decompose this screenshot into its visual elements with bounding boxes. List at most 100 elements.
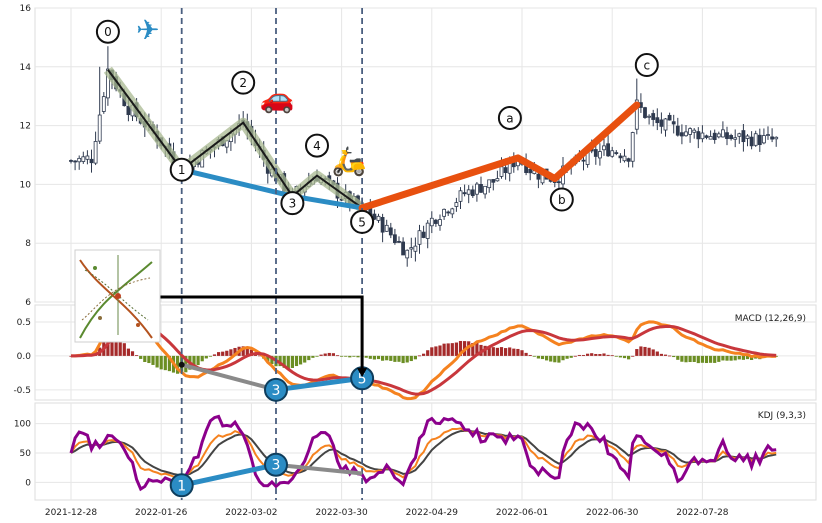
candle-body [659, 119, 664, 127]
panel-frame [34, 402, 817, 501]
macd-histogram-bar [631, 355, 635, 357]
kdj-marker-label: 3 [272, 458, 281, 474]
macd-histogram-bar [114, 335, 118, 356]
macd-histogram-bar [643, 346, 647, 356]
macd-histogram-bar [512, 348, 516, 356]
kdj-series [69, 414, 777, 492]
macd-histogram-bar [130, 351, 135, 356]
macd-histogram-bar [684, 355, 688, 363]
macd-histogram-bar [614, 355, 618, 357]
macd-histogram-bar [499, 347, 504, 356]
macd-histogram-bar [561, 355, 565, 361]
macd-histogram-bar [471, 342, 475, 356]
macd-histogram-bar [221, 351, 225, 356]
candle-body [126, 105, 131, 116]
candle-body [733, 137, 738, 140]
annotations: 0 1 2 3 4 5 a b c ✈ 🚗 🛵 3 5 1 3 [95, 8, 659, 500]
candle-body [417, 230, 422, 245]
macd-histogram-bar [676, 355, 680, 360]
candle-body [442, 208, 447, 217]
y-tick-label: 10 [20, 180, 32, 190]
macd-histogram-bar [647, 347, 651, 356]
macd-histogram-bar [446, 343, 450, 356]
y-tick-label: 50 [20, 449, 32, 459]
macd-histogram-bar [413, 355, 417, 360]
candle-body [470, 189, 475, 197]
candle-body [474, 183, 479, 195]
candle-body [466, 189, 471, 195]
macd-histogram-bar [122, 343, 126, 356]
wave-label-0: 0 [104, 25, 112, 39]
macd-marker-label: 5 [358, 371, 367, 387]
kdj-panel-label: KDJ (9,3,3) [758, 411, 806, 421]
macd-histogram-bar [495, 347, 499, 356]
macd-histogram-bar [655, 351, 659, 356]
candle-body [384, 224, 389, 232]
y-tick-label: 14 [20, 63, 32, 73]
macd-histogram-bar [397, 355, 401, 362]
macd-histogram-bar [713, 355, 717, 363]
macd-histogram-bar [565, 355, 569, 359]
macd-histogram-bar [721, 355, 725, 361]
macd-histogram-bar [389, 355, 393, 361]
candle-body [557, 181, 561, 184]
candle-body [667, 114, 672, 121]
macd-histogram-bar [270, 355, 274, 365]
kdj-panel: 100 50 0 [14, 402, 817, 501]
macd-dif-line [70, 309, 777, 401]
macd-histogram-bar [430, 347, 434, 356]
candle-body [69, 160, 73, 162]
candle-body [753, 133, 758, 146]
macd-histogram-bar [680, 355, 684, 362]
macd-histogram-bar [573, 355, 577, 357]
macd-histogram-bar [549, 355, 553, 362]
macd-histogram-bar [532, 355, 536, 357]
candle-body [392, 234, 397, 243]
macd-histogram-bar [725, 355, 729, 361]
macd-histogram-bar [524, 352, 528, 356]
macd-histogram-bar [167, 355, 171, 372]
macd-histogram-bar [385, 355, 389, 361]
candle-body [671, 121, 676, 125]
macd-histogram-bar [545, 355, 549, 361]
macd-histogram-bar [192, 355, 196, 367]
wave-label-a: a [506, 111, 513, 125]
macd-histogram-bar [364, 355, 368, 358]
candle-body [696, 131, 701, 140]
x-tick-label: 2022-01-26 [135, 508, 188, 518]
macd-histogram-bar [245, 347, 249, 356]
candle-body [413, 245, 418, 252]
macd-histogram-bar [225, 350, 229, 356]
macd-histogram-bar [401, 355, 405, 364]
macd-histogram-bar [508, 347, 512, 356]
candle-body [528, 168, 533, 174]
x-tick-label: 2022-04-29 [406, 508, 459, 518]
macd-histogram-bar [196, 355, 200, 366]
candle-body [376, 215, 381, 221]
macd-histogram-bar [717, 355, 721, 362]
candle-body [388, 227, 393, 236]
macd-histogram-bar [208, 355, 212, 357]
candle-body [749, 136, 754, 147]
macd-histogram-bar [663, 354, 668, 356]
macd-histogram-bar [692, 355, 696, 362]
macd-histogram-bar [594, 353, 598, 356]
macd-histogram-bar [704, 355, 709, 364]
macd-marker-label: 3 [272, 383, 281, 399]
macd-histogram-bar [590, 353, 594, 356]
macd-histogram-bar [323, 353, 327, 356]
correction-wave-line [358, 101, 641, 212]
x-axis: 2021-12-28 2022-01-26 2022-03-02 2022-03-30… [45, 508, 729, 518]
airplane-icon: ✈ [136, 14, 159, 47]
macd-histogram-bar [155, 355, 159, 368]
macd-histogram-bar [143, 355, 147, 363]
candle-body [721, 129, 725, 138]
macd-histogram-bar [405, 355, 409, 363]
candle-body [405, 249, 410, 259]
wave-label-circle [549, 187, 574, 212]
macd-histogram-bar [258, 355, 262, 357]
macd-histogram-bar [356, 355, 360, 358]
macd-histogram-bar [450, 343, 454, 356]
candle-body [610, 150, 615, 157]
